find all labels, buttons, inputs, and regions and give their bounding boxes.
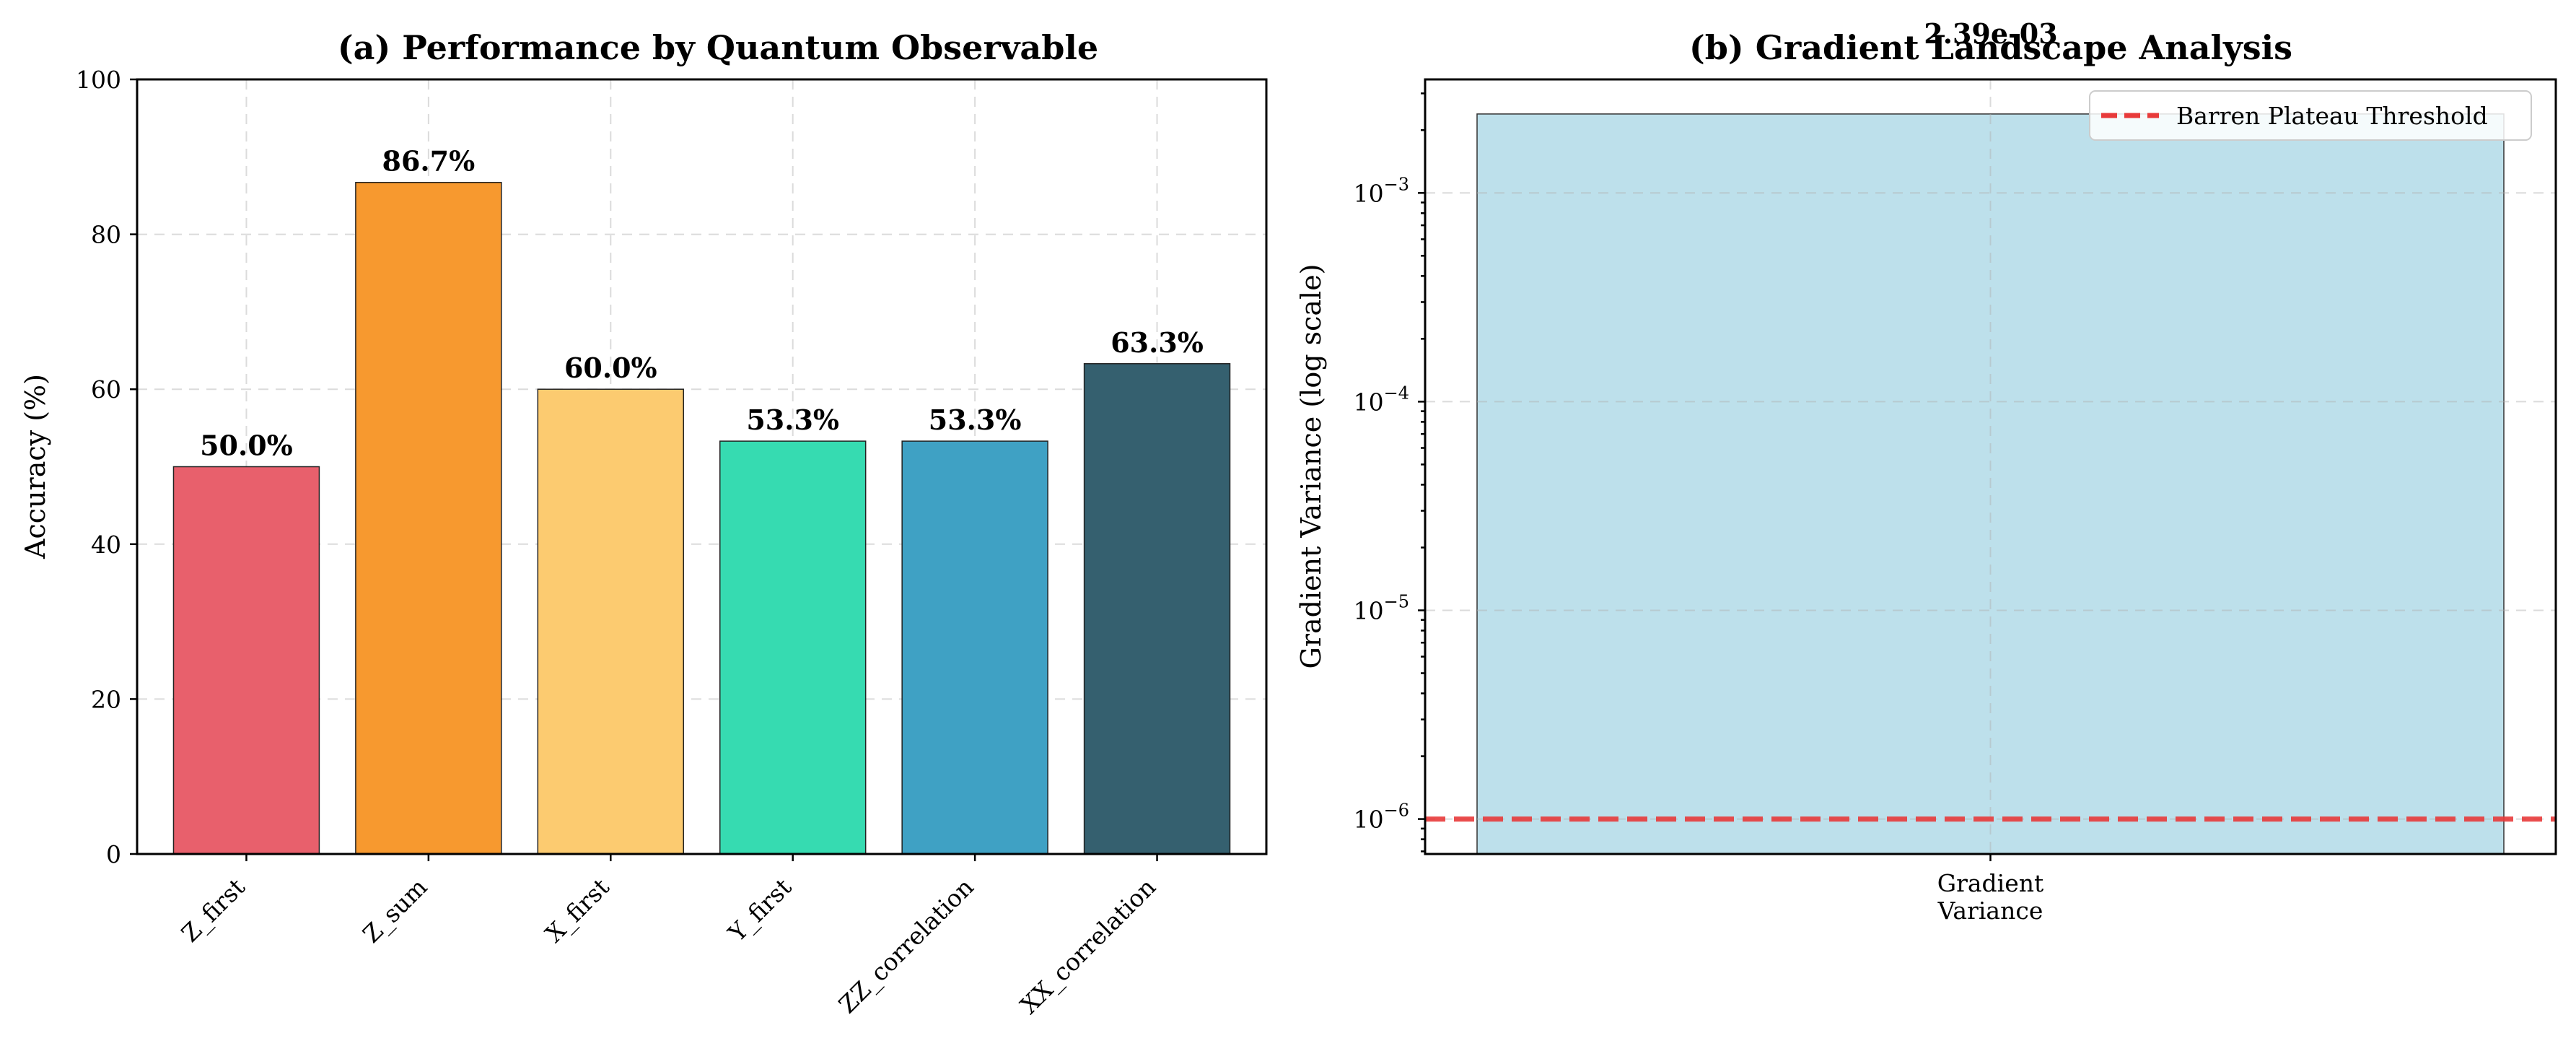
chart-a-bar-value-label: 53.3% <box>746 404 839 436</box>
chart-b-y-tick-label: 10−5 <box>1354 591 1409 624</box>
chart-b-x-tick-label: Gradient Variance <box>1937 869 2044 925</box>
chart-a-x-tick-label: ZZ_correlation <box>833 873 980 1019</box>
chart-a-y-tick-label: 40 <box>91 531 121 559</box>
chart-a-y-axis: 0 20 40 60 80 100 <box>76 66 137 868</box>
tick-base: 10 <box>1354 388 1384 416</box>
chart-b-x-axis: Gradient Variance <box>1937 854 2044 925</box>
tick-exponent: −5 <box>1384 591 1409 611</box>
chart-a-y-tick-label: 20 <box>91 685 121 713</box>
chart-b-bar-label: 2.39e-03 <box>1924 17 2057 50</box>
chart-a-y-tick-label: 100 <box>76 66 121 94</box>
chart-a-x-tick-label: Y_first <box>722 873 797 948</box>
chart-accuracy-by-observable: (a) Performance by Quantum Observable 50… <box>19 28 1268 1020</box>
chart-a-bar-value-label: 53.3% <box>929 404 1022 436</box>
legend-threshold-label: Barren Plateau Threshold <box>2176 102 2488 130</box>
tick-exponent: −6 <box>1384 801 1409 821</box>
chart-b-y-tick-label: 10−3 <box>1354 174 1409 207</box>
chart-a-bar-value-label: 50.0% <box>200 430 293 462</box>
chart-a-y-tick-label: 80 <box>91 221 121 249</box>
chart-a-bar-labels: 50.0% 86.7% 60.0% 53.3% 53.3% 63.3% <box>200 145 1204 462</box>
chart-a-bar <box>1083 363 1231 855</box>
chart-b-y-axis: 10−610−510−410−3 <box>1354 92 1425 853</box>
tick-base: 10 <box>1354 179 1384 207</box>
chart-b-legend: Barren Plateau Threshold <box>2089 90 2532 141</box>
chart-a-bar <box>172 466 320 855</box>
tick-base: 10 <box>1354 596 1384 624</box>
chart-a-x-tick-label: Z_first <box>176 873 251 948</box>
tick-exponent: −3 <box>1384 174 1409 194</box>
chart-a-bar-value-label: 86.7% <box>382 145 476 178</box>
chart-a-bars <box>172 181 1231 855</box>
chart-b-bars <box>1476 113 2505 855</box>
x-tick-label-line: Gradient <box>1937 869 2044 897</box>
chart-a-frame <box>136 78 1268 855</box>
chart-a-bar <box>537 388 685 855</box>
chart-a-y-tick-label: 0 <box>106 840 121 868</box>
chart-a-bar-value-label: 63.3% <box>1110 326 1204 359</box>
chart-a-x-axis: Z_first Z_sum X_first Y_first ZZ_correlation… <box>176 854 1162 1020</box>
tick-exponent: −4 <box>1384 383 1409 403</box>
chart-b-y-tick-label: 10−6 <box>1354 801 1409 834</box>
chart-b-y-tick-label: 10−4 <box>1354 383 1409 416</box>
chart-b-bar <box>1476 113 2505 855</box>
chart-a-x-tick-label: XX_correlation <box>1015 873 1162 1020</box>
chart-a-x-tick-label: X_first <box>540 873 615 949</box>
x-tick-label-line: Variance <box>1937 897 2043 925</box>
tick-base: 10 <box>1354 806 1384 834</box>
chart-a-y-tick-label: 60 <box>91 375 121 404</box>
chart-a-bar <box>719 440 867 855</box>
chart-a-bar <box>355 181 502 855</box>
chart-a-bar-value-label: 60.0% <box>564 352 657 384</box>
chart-a-title: (a) Performance by Quantum Observable <box>338 28 1098 67</box>
chart-b-title: (b) Gradient Landscape Analysis <box>1689 28 2292 67</box>
chart-b-y-axis-label: Gradient Variance (log scale) <box>1295 263 1327 668</box>
chart-a-y-axis-label: Accuracy (%) <box>19 374 51 559</box>
chart-a-bar <box>901 440 1048 855</box>
chart-a-x-tick-label: Z_sum <box>357 873 433 949</box>
chart-gradient-landscape: (b) Gradient Landscape Analysis 10−610−5… <box>1295 17 2557 925</box>
legend-box <box>2089 90 2532 141</box>
